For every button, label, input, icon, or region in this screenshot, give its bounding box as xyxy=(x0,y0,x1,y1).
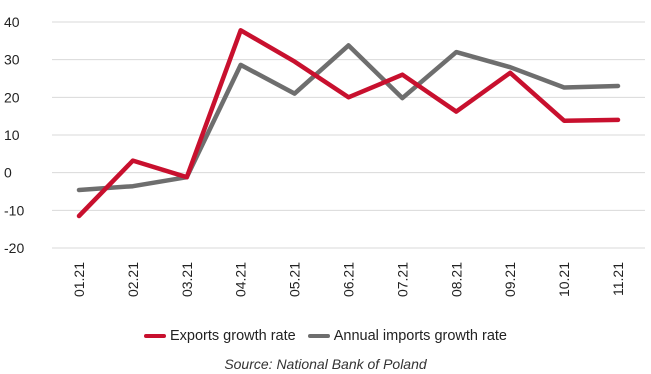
x-tick-label: 11.21 xyxy=(610,262,626,296)
x-tick-label: 10.21 xyxy=(556,262,572,297)
line-chart: 40 30 20 10 0 -10 -20 01.21 02.21 03.21 04.21 05.2… xyxy=(4,14,645,297)
x-tick-label: 01.21 xyxy=(71,262,87,297)
series-lines xyxy=(76,28,621,219)
x-axis: 01.21 02.21 03.21 04.21 05.21 06.21 07.21 08.21… xyxy=(71,262,626,297)
y-tick-label: -10 xyxy=(4,202,24,218)
legend-swatch-exports xyxy=(143,334,166,338)
y-tick-label: 40 xyxy=(4,14,20,30)
x-tick-label: 05.21 xyxy=(287,262,303,297)
gridlines xyxy=(52,21,645,249)
legend-swatch-imports xyxy=(307,334,330,338)
x-tick-label: 08.21 xyxy=(448,262,464,297)
x-tick-label: 02.21 xyxy=(125,262,141,297)
x-tick-label: 06.21 xyxy=(341,262,357,297)
y-tick-label: 30 xyxy=(4,52,20,68)
legend-item-imports: Annual imports growth rate xyxy=(307,328,507,344)
legend-label-exports: Exports growth rate xyxy=(169,328,296,344)
y-tick-label: 0 xyxy=(4,165,12,181)
y-axis: 40 30 20 10 0 -10 -20 xyxy=(4,14,24,256)
x-tick-label: 09.21 xyxy=(502,262,518,297)
source-note: Source: National Bank of Poland xyxy=(224,356,427,372)
series-line-exports xyxy=(76,28,621,219)
legend-label-imports: Annual imports growth rate xyxy=(333,328,507,344)
y-tick-label: 20 xyxy=(4,89,20,105)
x-tick-label: 03.21 xyxy=(179,262,195,297)
series-line-imports xyxy=(76,43,621,193)
y-tick-label: 10 xyxy=(4,127,20,143)
x-tick-label: 07.21 xyxy=(394,262,410,297)
x-tick-label: 04.21 xyxy=(233,262,249,297)
legend: Exports growth rate Annual imports growt… xyxy=(0,328,651,344)
legend-item-exports: Exports growth rate xyxy=(143,328,296,344)
y-tick-label: -20 xyxy=(4,240,24,256)
